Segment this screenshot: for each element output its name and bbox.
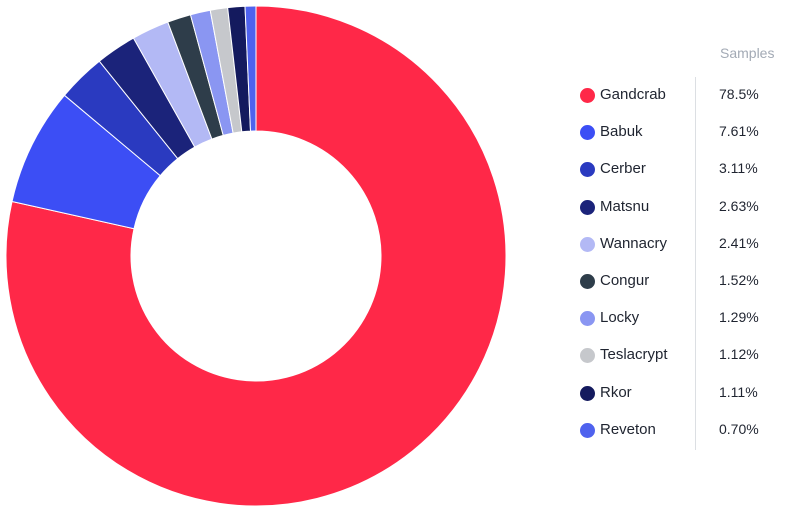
legend-item-rkor[interactable]: Rkor 1.11% bbox=[575, 378, 791, 408]
legend-label: Babuk bbox=[600, 123, 643, 141]
legend-label: Teslacrypt bbox=[600, 346, 668, 364]
legend-label: Locky bbox=[600, 309, 640, 327]
legend-item-congur[interactable]: Congur 1.52% bbox=[575, 266, 791, 296]
slice-reveton[interactable] bbox=[244, 5, 257, 132]
legend-swatch bbox=[580, 236, 595, 252]
legend-value: 78.5% bbox=[719, 86, 759, 102]
slice-gandcrab[interactable] bbox=[5, 5, 507, 507]
legend-swatch bbox=[580, 125, 595, 141]
legend-item-wannacry[interactable]: Wannacry 2.41% bbox=[575, 229, 791, 259]
legend-value: 1.29% bbox=[719, 309, 759, 326]
legend-value: 3.11% bbox=[719, 160, 758, 177]
legend-value: 1.12% bbox=[719, 346, 759, 363]
legend-swatch bbox=[580, 162, 595, 178]
legend-swatch bbox=[580, 199, 595, 215]
legend-label: Congur bbox=[600, 272, 650, 289]
legend-swatch bbox=[580, 422, 595, 438]
legend-item-cerber[interactable]: Cerber 3.11% bbox=[575, 154, 791, 184]
legend-item-locky[interactable]: Locky 1.29% bbox=[575, 303, 791, 333]
legend-divider bbox=[695, 77, 696, 450]
legend-swatch bbox=[580, 88, 595, 103]
legend-swatch bbox=[580, 274, 595, 289]
legend-value: 0.70% bbox=[719, 420, 759, 437]
donut-chart bbox=[5, 5, 507, 507]
legend-item-teslacrypt[interactable]: Teslacrypt 1.12% bbox=[575, 340, 791, 370]
legend-label: Reveton bbox=[600, 420, 656, 438]
legend-value: 2.41% bbox=[719, 234, 759, 251]
legend-value: 1.11% bbox=[719, 383, 758, 400]
legend-swatch bbox=[580, 311, 595, 327]
legend-label: Rkor bbox=[600, 383, 632, 401]
legend-item-babuk[interactable]: Babuk 7.61% bbox=[575, 117, 791, 147]
legend-value: 2.63% bbox=[719, 197, 759, 214]
legend-item-reveton[interactable]: Reveton 0.70% bbox=[575, 415, 791, 445]
legend-label: Wannacry bbox=[600, 234, 667, 252]
legend-header: Samples bbox=[720, 45, 775, 61]
legend-label: Cerber bbox=[600, 160, 646, 178]
legend-value: 7.61% bbox=[719, 123, 759, 140]
legend-label: Matsnu bbox=[600, 197, 650, 215]
legend-item-gandcrab[interactable]: Gandcrab 78.5% bbox=[575, 80, 791, 110]
legend-value: 1.52% bbox=[719, 272, 759, 288]
legend-swatch bbox=[580, 348, 595, 364]
legend-label: Gandcrab bbox=[600, 86, 666, 103]
legend-swatch bbox=[580, 385, 595, 401]
legend: Samples Gandcrab 78.5% Babuk 7.61% Cerber 3.1… bbox=[575, 0, 791, 510]
legend-item-matsnu[interactable]: Matsnu 2.63% bbox=[575, 192, 791, 222]
